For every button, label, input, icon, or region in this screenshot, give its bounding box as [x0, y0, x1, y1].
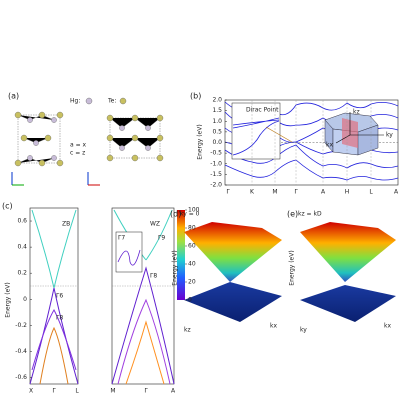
y-tick-label: 1.0: [212, 118, 222, 125]
y-axis-label: Energy (eV): [5, 282, 12, 317]
plot-frame: [111, 207, 175, 385]
bz-axis-label: kx: [326, 142, 333, 149]
legend-te: Te:: [107, 98, 116, 105]
y-tick-label: 0.2: [17, 270, 27, 277]
colorbar: [177, 210, 185, 300]
y-tick-label: -1.0: [210, 160, 222, 167]
bz-axis-label: ky: [386, 132, 393, 139]
level-label: Γ6: [56, 293, 63, 300]
x-tick-label: Γ: [294, 189, 298, 196]
x-tick-label: Γ: [226, 189, 230, 196]
inset-bands: [117, 249, 141, 266]
bonds: [17, 114, 161, 164]
panel-d: (d) ky = 0 Energy (eV) kz kx: [170, 210, 282, 334]
colorbar-tick-label: 60: [188, 243, 196, 250]
y-tick-label: 1.5: [212, 107, 222, 114]
level-label: Γ8: [56, 315, 63, 322]
colorbar-tick-label: 40: [188, 261, 196, 268]
inset: [115, 231, 143, 273]
panel-a: (a) Hg: Te: a = x c = z: [8, 92, 164, 186]
y-tick-label: 0.5: [212, 128, 222, 135]
level-label: Γ9: [158, 235, 165, 242]
condition: kz = kD: [298, 211, 322, 218]
y-tick-label: -0.6: [15, 374, 27, 381]
x-tick-label: Γ: [52, 388, 56, 395]
colorbar-tick-label: 20: [188, 279, 196, 286]
axis-label: kz: [184, 327, 191, 334]
panel-label: (d): [170, 210, 181, 219]
y-tick-label: 0: [23, 296, 27, 303]
y-tick-label: 0.4: [17, 244, 27, 251]
x-tick-label: X: [29, 388, 33, 395]
upper-cone: [184, 222, 282, 282]
panel-label: (e): [287, 210, 298, 219]
x-tick-label: A: [171, 388, 176, 395]
y-tick-label: -0.2: [15, 322, 27, 329]
axis-label: kx: [270, 323, 277, 330]
y-tick-label: 2.0: [212, 97, 222, 104]
x-tick-label: L: [75, 388, 79, 395]
y-axis-label: Energy (eV): [172, 250, 179, 285]
x-tick-label: A: [394, 189, 399, 196]
axes-arrows: [11, 172, 100, 186]
bz-axis-label: kz: [353, 109, 360, 116]
y-tick-label: 0.0: [212, 139, 222, 146]
colorbar-tick-label: 80: [188, 225, 196, 232]
inset: [231, 102, 281, 160]
y-tick-label: -0.5: [210, 150, 222, 157]
x-tick-label: M: [110, 388, 115, 395]
x-tick-label: H: [345, 189, 350, 196]
brillouin-zone: [324, 112, 384, 156]
subplot-title: WZ: [150, 221, 160, 228]
subplot-title: ZB: [62, 221, 70, 228]
y-tick-label: -1.5: [210, 171, 222, 178]
axis-label: ky: [300, 327, 307, 334]
colorbar-tick-label: 0: [188, 297, 192, 304]
pointer: [265, 126, 293, 143]
level-label: Γ7: [118, 235, 125, 242]
upper-cone: [300, 222, 396, 282]
colorbar-tick-label: 100: [188, 207, 200, 214]
atoms: [14, 111, 164, 167]
inset-label: Dirac Point: [246, 107, 279, 114]
panel-label: (b): [190, 92, 201, 101]
panel-c: (c) Energy (eV) ZB WZ Γ6 Γ8 Γ7 Γ8 Γ9: [2, 202, 185, 385]
y-tick-label: 0.6: [17, 218, 27, 225]
x-tick-label: A: [321, 189, 326, 196]
x-tick-label: K: [250, 189, 255, 196]
x-tick-label: M: [272, 189, 277, 196]
x-tick-label: L: [369, 189, 373, 196]
legend-hg: Hg:: [70, 98, 80, 105]
relation: a = x: [70, 142, 87, 149]
axis-label: kx: [384, 323, 391, 330]
condition: ky = 0: [180, 211, 200, 218]
panel-label: (a): [8, 92, 19, 101]
plot-frame: [29, 207, 79, 385]
lower-cone: [184, 282, 282, 322]
relation: c = z: [70, 150, 85, 157]
panel-e: (e) kz = kD Energy (eV) ky kx: [287, 210, 396, 334]
y-tick-label: -0.4: [15, 348, 27, 355]
lower-cone: [300, 285, 396, 322]
y-axis-label: Energy (eV): [197, 124, 204, 159]
level-label: Γ8: [150, 273, 157, 280]
panel-label: (c): [2, 202, 13, 211]
y-tick-label: -2.0: [210, 182, 222, 189]
te-atom: [119, 97, 127, 105]
panel-b: (b) Energy (eV) Dirac Point kz kx ky: [190, 92, 399, 186]
y-axis-label: Energy (eV): [289, 250, 296, 285]
x-tick-label: Γ: [144, 388, 148, 395]
hg-atom: [85, 97, 93, 105]
bands: [29, 209, 175, 385]
